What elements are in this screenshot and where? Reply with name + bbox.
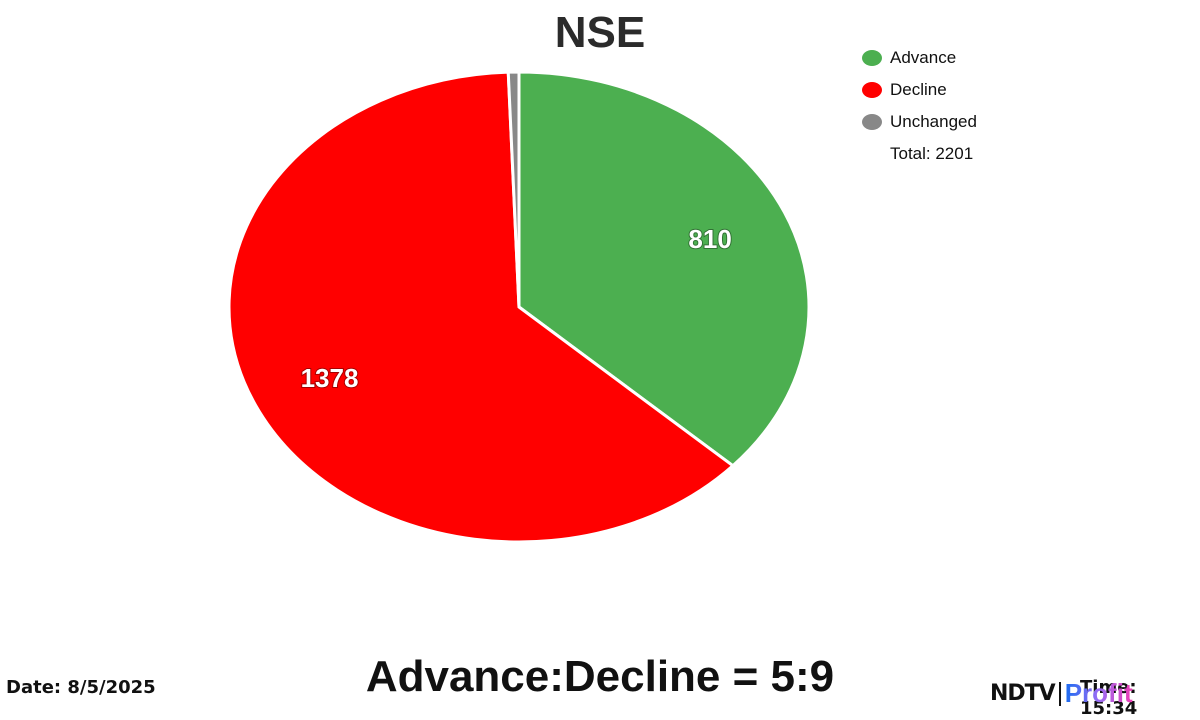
legend-label: Decline <box>890 80 947 99</box>
ndtv-profit-logo: NDTV Profit <box>990 678 1133 709</box>
decline-color-dot <box>862 82 882 98</box>
legend-item-decline: Decline <box>862 74 977 106</box>
profit-logo-text: Profit <box>1064 678 1133 708</box>
pie-slice-advance <box>517 70 811 468</box>
pie-slice-decline <box>227 70 736 544</box>
legend-total: Total: 2201 <box>890 144 974 163</box>
legend-item-unchanged: Unchanged <box>862 106 977 138</box>
legend-label: Advance <box>890 48 957 67</box>
advance-decline-ratio: Advance:Decline = 5:9 <box>365 652 835 701</box>
logo-separator <box>1058 681 1061 706</box>
legend: Advance Decline Unchanged Total: 2201 <box>862 42 977 170</box>
ndtv-logo-text: NDTV <box>990 681 1056 706</box>
legend-item-advance: Advance <box>862 42 977 74</box>
slice-value-label: 1378 <box>301 363 359 393</box>
unchanged-color-dot <box>862 114 882 130</box>
date-label: Date: 8/5/2025 <box>6 677 156 698</box>
slice-value-label: 810 <box>688 224 731 254</box>
advance-color-dot <box>862 50 882 66</box>
legend-label: Unchanged <box>890 112 977 131</box>
chart-title: NSE <box>554 8 646 57</box>
pie-slice-unchanged <box>506 70 521 308</box>
time-label: Time: 15:34 <box>1080 677 1200 719</box>
